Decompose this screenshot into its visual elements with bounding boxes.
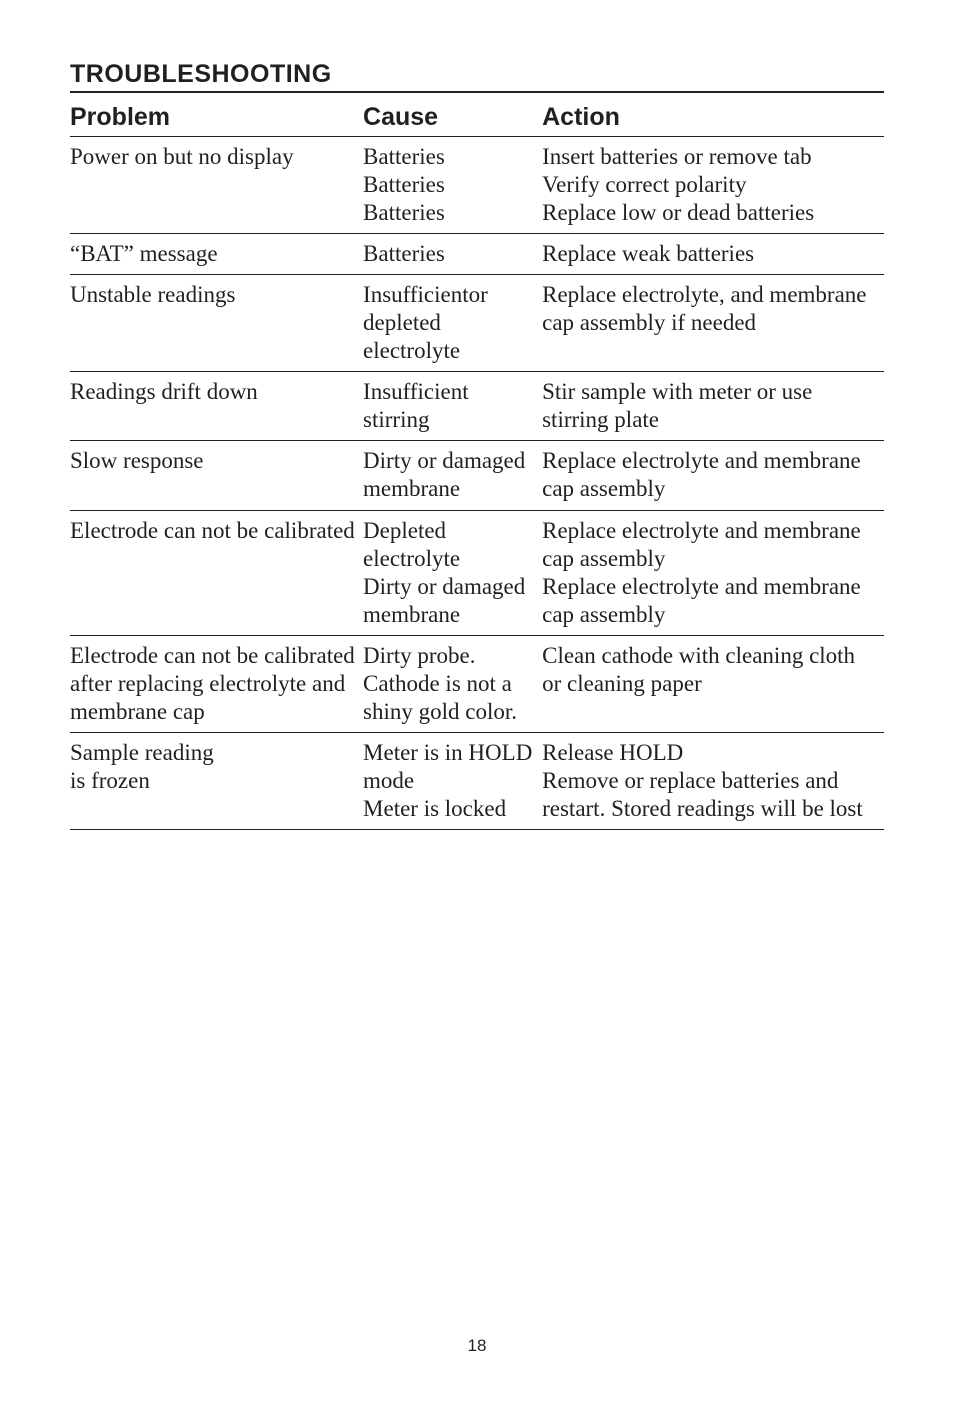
cell-action: Insert batteries or remove tab Verify co… — [542, 137, 884, 234]
cell-problem: Electrode can not be calibrated after re… — [70, 635, 363, 732]
cell-problem: Slow response — [70, 441, 363, 510]
cell-cause: Insufficientor depleted electrolyte — [363, 275, 542, 372]
cell-cause: Batteries — [363, 234, 542, 275]
table-row: Unstable readings Insufficientor deplete… — [70, 275, 884, 372]
table-row: Electrode can not be calibrated after re… — [70, 635, 884, 732]
cell-action: Replace electrolyte and membrane cap ass… — [542, 441, 884, 510]
cell-problem: Electrode can not be calibrated — [70, 510, 363, 635]
table-row: Sample reading is frozen Meter is in HOL… — [70, 732, 884, 829]
cell-action: Stir sample with meter or use stirring p… — [542, 372, 884, 441]
col-header-action: Action — [542, 99, 884, 137]
cell-cause: Dirty or damaged membrane — [363, 441, 542, 510]
cell-action: Replace electrolyte and membrane cap ass… — [542, 510, 884, 635]
table-row: Electrode can not be calibrated Depleted… — [70, 510, 884, 635]
cell-problem: Unstable readings — [70, 275, 363, 372]
cell-problem: Sample reading is frozen — [70, 732, 363, 829]
col-header-cause: Cause — [363, 99, 542, 137]
cell-problem: Readings drift down — [70, 372, 363, 441]
cell-cause: Depleted electrolyte Dirty or damaged me… — [363, 510, 542, 635]
cell-action: Replace weak batteries — [542, 234, 884, 275]
table-row: Readings drift down Insufficient stirrin… — [70, 372, 884, 441]
cell-cause: Meter is in HOLD mode Meter is locked — [363, 732, 542, 829]
table-row: “BAT” message Batteries Replace weak bat… — [70, 234, 884, 275]
section-title: TROUBLESHOOTING — [70, 60, 884, 93]
col-header-problem: Problem — [70, 99, 363, 137]
page-number: 18 — [0, 1336, 954, 1356]
cell-action: Release HOLD Remove or replace batteries… — [542, 732, 884, 829]
troubleshooting-table: Problem Cause Action Power on but no dis… — [70, 99, 884, 830]
cell-problem: “BAT” message — [70, 234, 363, 275]
table-row: Slow response Dirty or damaged membrane … — [70, 441, 884, 510]
cell-cause: Dirty probe. Cathode is not a shiny gold… — [363, 635, 542, 732]
table-row: Power on but no display Batteries Batter… — [70, 137, 884, 234]
cell-action: Replace electrolyte, and membrane cap as… — [542, 275, 884, 372]
cell-cause: Insufficient stirring — [363, 372, 542, 441]
cell-action: Clean cathode with cleaning cloth or cle… — [542, 635, 884, 732]
table-header-row: Problem Cause Action — [70, 99, 884, 137]
cell-cause: Batteries Batteries Batteries — [363, 137, 542, 234]
cell-problem: Power on but no display — [70, 137, 363, 234]
